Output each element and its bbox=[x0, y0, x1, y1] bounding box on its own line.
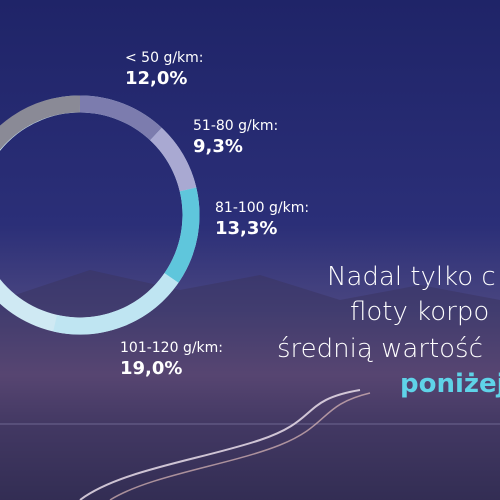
segment-value: 13,3% bbox=[215, 218, 277, 239]
donut-segment bbox=[53, 272, 179, 335]
headline-highlight: poniżej bbox=[400, 369, 500, 399]
light-trail bbox=[109, 392, 371, 500]
headline-line: średnią wartość bbox=[277, 334, 483, 364]
segment-label: 101-120 g/km: bbox=[120, 340, 223, 356]
segment-label: < 50 g/km: bbox=[125, 50, 204, 66]
headline-line: floty korpo bbox=[350, 297, 489, 327]
mountains bbox=[0, 270, 500, 500]
donut-rest-grey bbox=[0, 95, 81, 151]
segment-label: 81-100 g/km: bbox=[215, 200, 309, 216]
segment-label: 51-80 g/km: bbox=[193, 118, 278, 134]
segment-value: 9,3% bbox=[193, 136, 243, 157]
donut-segment bbox=[164, 187, 200, 283]
segment-value: 19,0% bbox=[120, 358, 182, 379]
donut-segment bbox=[149, 127, 197, 192]
segment-value: 12,0% bbox=[125, 68, 187, 89]
donut-segment bbox=[79, 95, 162, 141]
labels: < 50 g/km: 12,0% 51-80 g/km: 9,3% 81-100 g/k… bbox=[120, 50, 309, 379]
headline-line: Nadal tylko c bbox=[327, 262, 496, 292]
light-trail bbox=[79, 389, 361, 500]
donut bbox=[53, 95, 200, 335]
